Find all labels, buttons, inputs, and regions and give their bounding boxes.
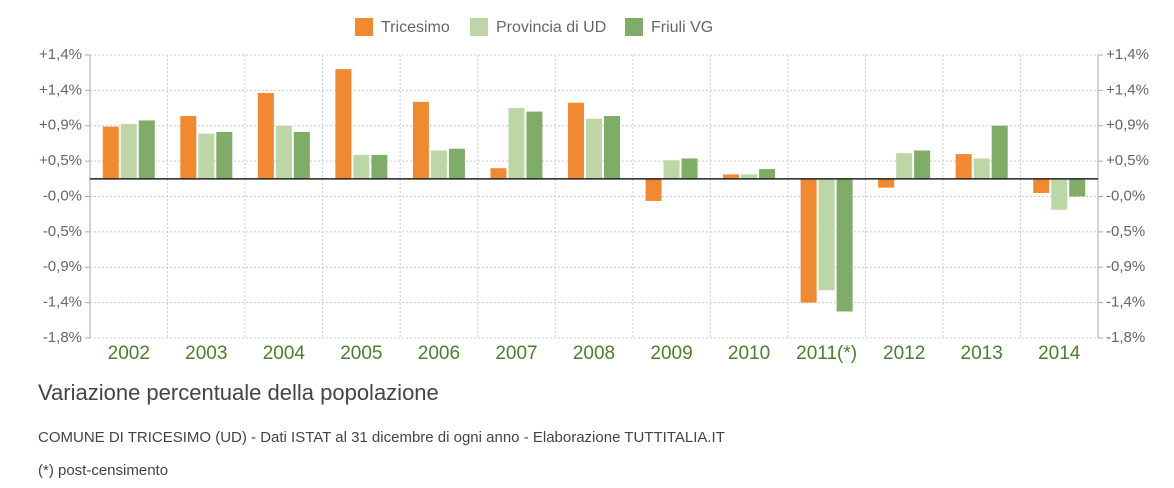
bar [1069, 178, 1086, 197]
x-tick-label: 2010 [728, 343, 770, 364]
y-tick-label: +0,5% [39, 152, 82, 169]
bar [723, 174, 740, 179]
bar [800, 178, 817, 303]
bar [335, 69, 352, 179]
bar [955, 154, 972, 179]
chart-title: Variazione percentuale della popolazione [38, 380, 439, 405]
bar [371, 154, 388, 179]
y-tick-label: -0,9% [1106, 258, 1145, 275]
bar [1051, 178, 1068, 210]
y-tick-label: -1,4% [1106, 294, 1145, 311]
x-tick-label: 2008 [573, 343, 615, 364]
y-tick-label: -0,9% [43, 258, 82, 275]
bar [973, 158, 990, 179]
y-tick-label: -0,5% [43, 223, 82, 240]
legend-label: Tricesimo [381, 19, 450, 36]
y-tick-label: +1,4% [1106, 46, 1149, 63]
x-tick-label: 2002 [108, 343, 150, 364]
bar [586, 118, 602, 179]
bar [138, 120, 155, 179]
bar [914, 150, 931, 179]
bar [216, 131, 233, 179]
y-tick-label: +0,9% [1106, 117, 1149, 134]
bar [490, 168, 507, 179]
y-tick-label: -0,5% [1106, 223, 1145, 240]
bar [102, 126, 119, 179]
x-tick-label: 2006 [418, 343, 460, 364]
chart-note: (*) post-censimento [38, 462, 168, 479]
y-tick-label: -0,0% [43, 187, 82, 204]
bar [275, 125, 292, 179]
bar [448, 148, 465, 179]
x-tick-label: 2014 [1038, 343, 1081, 364]
bar [120, 123, 137, 179]
bar [836, 178, 853, 312]
bar [818, 178, 835, 291]
bar [681, 158, 698, 179]
bar [759, 169, 776, 179]
y-tick-label: -1,8% [43, 329, 82, 346]
bar [293, 131, 310, 179]
bar [198, 133, 215, 179]
y-tick-label: -1,4% [43, 294, 82, 311]
bar [1033, 178, 1050, 193]
bar [508, 108, 525, 179]
y-tick-label: -1,8% [1106, 329, 1145, 346]
legend-label: Provincia di UD [496, 19, 606, 36]
y-tick-label: +1,4% [39, 46, 82, 63]
y-tick-label: +1,4% [1106, 81, 1149, 98]
bar [353, 154, 370, 179]
x-tick-label: 2013 [961, 343, 1003, 364]
bar [878, 178, 895, 188]
bar [645, 178, 662, 201]
x-tick-label: 2003 [185, 343, 227, 364]
y-tick-label: +1,4% [39, 81, 82, 98]
bar [568, 102, 584, 179]
legend-swatch [625, 18, 643, 36]
x-tick-label: 2009 [650, 343, 692, 364]
legend-swatch [470, 18, 488, 36]
x-tick-label: 2012 [883, 343, 925, 364]
x-tick-label: 2007 [495, 343, 537, 364]
bar [741, 174, 758, 179]
bar [896, 153, 913, 179]
bar [663, 160, 680, 179]
bar [604, 116, 620, 179]
x-tick-label: 2004 [263, 343, 306, 364]
x-tick-label: 2011(*) [796, 343, 857, 364]
bar [430, 150, 447, 179]
bar [180, 116, 197, 179]
legend-label: Friuli VG [651, 19, 713, 36]
chart-subtitle: COMUNE DI TRICESIMO (UD) - Dati ISTAT al… [38, 429, 725, 446]
legend-swatch [355, 18, 373, 36]
y-tick-label: +0,9% [39, 117, 82, 134]
x-tick-label: 2005 [340, 343, 382, 364]
bar [526, 111, 543, 179]
y-tick-label: -0,0% [1106, 187, 1145, 204]
bar [257, 93, 274, 179]
y-tick-label: +0,5% [1106, 152, 1149, 169]
bar [412, 101, 429, 179]
bar [991, 125, 1008, 179]
